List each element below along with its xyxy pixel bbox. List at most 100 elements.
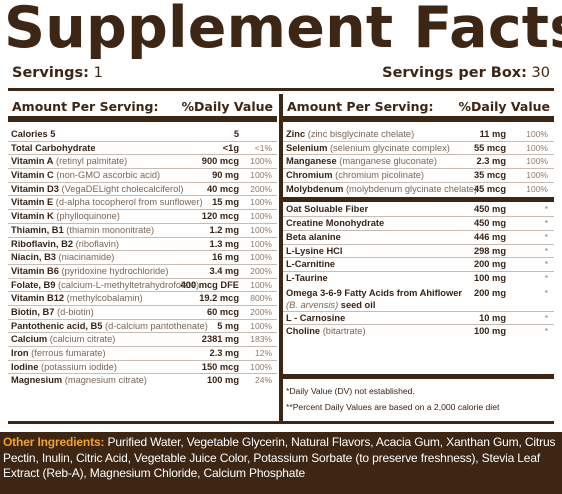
right-amount-header: Amount Per Serving: — [287, 98, 434, 114]
servings-per-box: Servings per Box: 30 — [382, 65, 550, 81]
omega-name: Omega 3-6-9 Fatty Acids from Ahiflower — [286, 287, 462, 298]
nutrient-daily-value: * — [544, 312, 548, 323]
ingredient-row: Choline (bitartrate) 100 mg * — [283, 325, 554, 339]
nutrient-source: (riboflavin) — [75, 238, 119, 249]
nutrient-amount: 19.2 mcg — [199, 293, 239, 304]
nutrient-name: Molybdenum — [286, 183, 344, 194]
nutrient-source: (calcium-L-methyltetrahydrofolate) — [58, 279, 200, 290]
omega-row: Omega 3-6-9 Fatty Acids from Ahiflower (… — [283, 286, 554, 312]
nutrient-source: (molybdenum glycinate chelate) — [345, 183, 478, 194]
nutrient-daily-value: * — [544, 326, 548, 337]
servings-per-box-label: Servings per Box: — [382, 65, 527, 81]
nutrient-name: L-Lysine HCl — [286, 245, 343, 256]
nutrient-amount: 2381 mg — [201, 334, 239, 345]
nutrient-name-cell: Chromium (chromium picolinate) — [286, 169, 424, 183]
footnotes: *Daily Value (DV) not established. **Per… — [286, 383, 554, 415]
ingredient-row: L - Carnosine 10 mg * — [283, 312, 554, 326]
nutrient-amount: 1.3 mg — [209, 238, 239, 249]
nutrient-source: (retinyl palmitate) — [55, 156, 128, 167]
nutrient-daily-value: 100% — [250, 197, 272, 208]
left-column: Amount Per Serving: %Daily Value Calorie… — [8, 94, 277, 388]
nutrient-name-cell: Thiamin, B1 (thiamin mononitrate) — [11, 224, 154, 238]
notes-rule — [283, 374, 554, 379]
nutrient-name-cell: Vitamin B12 (methylcobalamin) — [11, 292, 143, 306]
nutrient-amount: 450 mg — [473, 204, 506, 215]
nutrient-row: Iron (ferrous fumarate) 2.3 mg 12% — [8, 347, 277, 361]
nutrient-amount: 120 mcg — [201, 211, 239, 222]
nutrient-amount: 2.3 mg — [209, 348, 239, 358]
nutrient-source: (thiamin mononitrate) — [66, 224, 155, 235]
nutrient-row: Total Carbohydrate <1g <1% — [8, 142, 277, 156]
nutrient-name-cell: Manganese (manganese gluconate) — [286, 155, 437, 169]
nutrient-row: Vitamin E (d-alpha tocopherol from sunfl… — [8, 196, 277, 211]
nutrient-row: Vitamin C (non-GMO ascorbic acid) 90 mg 10… — [8, 169, 277, 183]
nutrient-name-cell: Vitamin D3 (VegaDELight cholecalciferol) — [11, 183, 183, 197]
nutrient-amount: 11 mg — [479, 129, 506, 139]
footnote-dv-not-established: *Daily Value (DV) not established. — [286, 386, 415, 396]
ingredient-row: Creatine Monohydrate 450 mg * — [283, 217, 554, 231]
nutrient-row: Calcium (calcium citrate) 2381 mg 183% — [8, 333, 277, 347]
nutrient-daily-value: 100% — [250, 238, 272, 249]
servings-per-box-value: 30 — [531, 65, 550, 81]
nutrient-row: Vitamin K (phylloquinone) 120 mcg 100% — [8, 210, 277, 224]
nutrient-row: Iodine (potassium iodide) 150 mcg 100% — [8, 361, 277, 375]
omega-detail: (B. arvensis) — [286, 299, 339, 310]
nutrient-daily-value: * — [544, 259, 548, 270]
nutrient-name: Choline — [286, 326, 321, 337]
nutrient-amount: 450 mg — [473, 218, 506, 229]
footnote-percent-basis: **Percent Daily Values are based on a 2,… — [286, 402, 500, 412]
nutrient-name: Chromium — [286, 170, 333, 181]
nutrient-row: Pantothenic acid, B5 (d-calcium pantothe… — [8, 320, 277, 334]
nutrient-source: (d-alpha tocopherol from sunflower) — [55, 197, 203, 208]
nutrient-name-cell: L-Lysine HCl — [286, 245, 342, 259]
nutrient-name-cell: L-Taurine — [286, 272, 328, 286]
nutrient-name: Vitamin K — [11, 211, 54, 222]
nutrient-daily-value: 100% — [526, 183, 548, 194]
ingredient-row: L-Carnitine 200 mg * — [283, 258, 554, 272]
nutrient-name-cell: Iodine (potassium iodide) — [11, 361, 117, 375]
nutrient-row: Folate, B9 (calcium-L-methyltetrahydrofo… — [8, 279, 277, 293]
nutrient-daily-value: * — [544, 272, 548, 283]
nutrient-daily-value: 183% — [250, 334, 272, 345]
nutrient-amount: 55 mcg — [473, 142, 506, 153]
nutrient-amount: 900 mcg — [201, 156, 239, 167]
nutrient-amount: 100 mg — [473, 272, 506, 283]
nutrient-name: Vitamin D3 — [11, 183, 59, 194]
nutrient-source: (niacinamide) — [58, 252, 115, 263]
nutrient-name: L - Carnosine — [286, 312, 346, 323]
nutrient-name: Vitamin A — [11, 156, 54, 167]
nutrient-name: Riboflavin, B2 — [11, 238, 73, 249]
nutrient-amount: 90 mg — [212, 170, 239, 181]
nutrient-amount: 1.2 mg — [209, 224, 239, 235]
omega-dv: * — [544, 287, 548, 298]
nutrient-row: Vitamin D3 (VegaDELight cholecalciferol)… — [8, 183, 277, 197]
right-dv-header: %Daily Value — [458, 98, 551, 114]
nutrient-name: Vitamin B12 — [11, 293, 65, 304]
other-ingredients-label: Other Ingredients: — [3, 435, 105, 449]
nutrient-daily-value: <1% — [254, 142, 272, 153]
nutrient-name: Magnesium — [11, 375, 63, 386]
nutrient-source: (manganese gluconate) — [339, 156, 437, 167]
nutrient-source: (ferrous fumarate) — [31, 348, 106, 358]
nutrient-source: (phylloquinone) — [56, 211, 120, 222]
nutrient-daily-value: 200% — [250, 265, 272, 276]
nutrient-row: Riboflavin, B2 (riboflavin) 1.3 mg 100% — [8, 238, 277, 252]
nutrient-name-cell: Biotin, B7 (d-biotin) — [11, 306, 94, 320]
nutrient-name: Selenium — [286, 142, 328, 153]
nutrient-name: Iodine — [11, 361, 39, 372]
nutrient-amount: 400 mcg DFE — [180, 279, 239, 290]
nutrient-name-cell: Iron (ferrous fumarate) — [11, 347, 106, 361]
nutrient-amount: 3.4 mg — [209, 265, 239, 276]
nutrient-source: (d-biotin) — [56, 306, 94, 317]
nutrient-row: Vitamin B12 (methylcobalamin) 19.2 mcg 800… — [8, 292, 277, 306]
nutrient-row: Magnesium (magnesium citrate) 100 mg 24% — [8, 374, 277, 388]
nutrient-amount: 16 mg — [212, 252, 239, 263]
nutrient-source: (pyridoxine hydrochloride) — [61, 265, 169, 276]
nutrient-daily-value: * — [544, 204, 548, 215]
ingredient-row: Oat Soluable Fiber 450 mg * — [283, 203, 554, 218]
nutrient-name-cell: Pantothenic acid, B5 (d-calcium pantothe… — [11, 320, 208, 334]
nutrient-row: Vitamin A (retinyl palmitate) 900 mcg 100% — [8, 155, 277, 170]
nutrient-source: (calcium citrate) — [49, 334, 116, 345]
nutrient-daily-value: 24% — [254, 375, 272, 386]
nutrient-name: Oat Soluable Fiber — [286, 204, 369, 215]
